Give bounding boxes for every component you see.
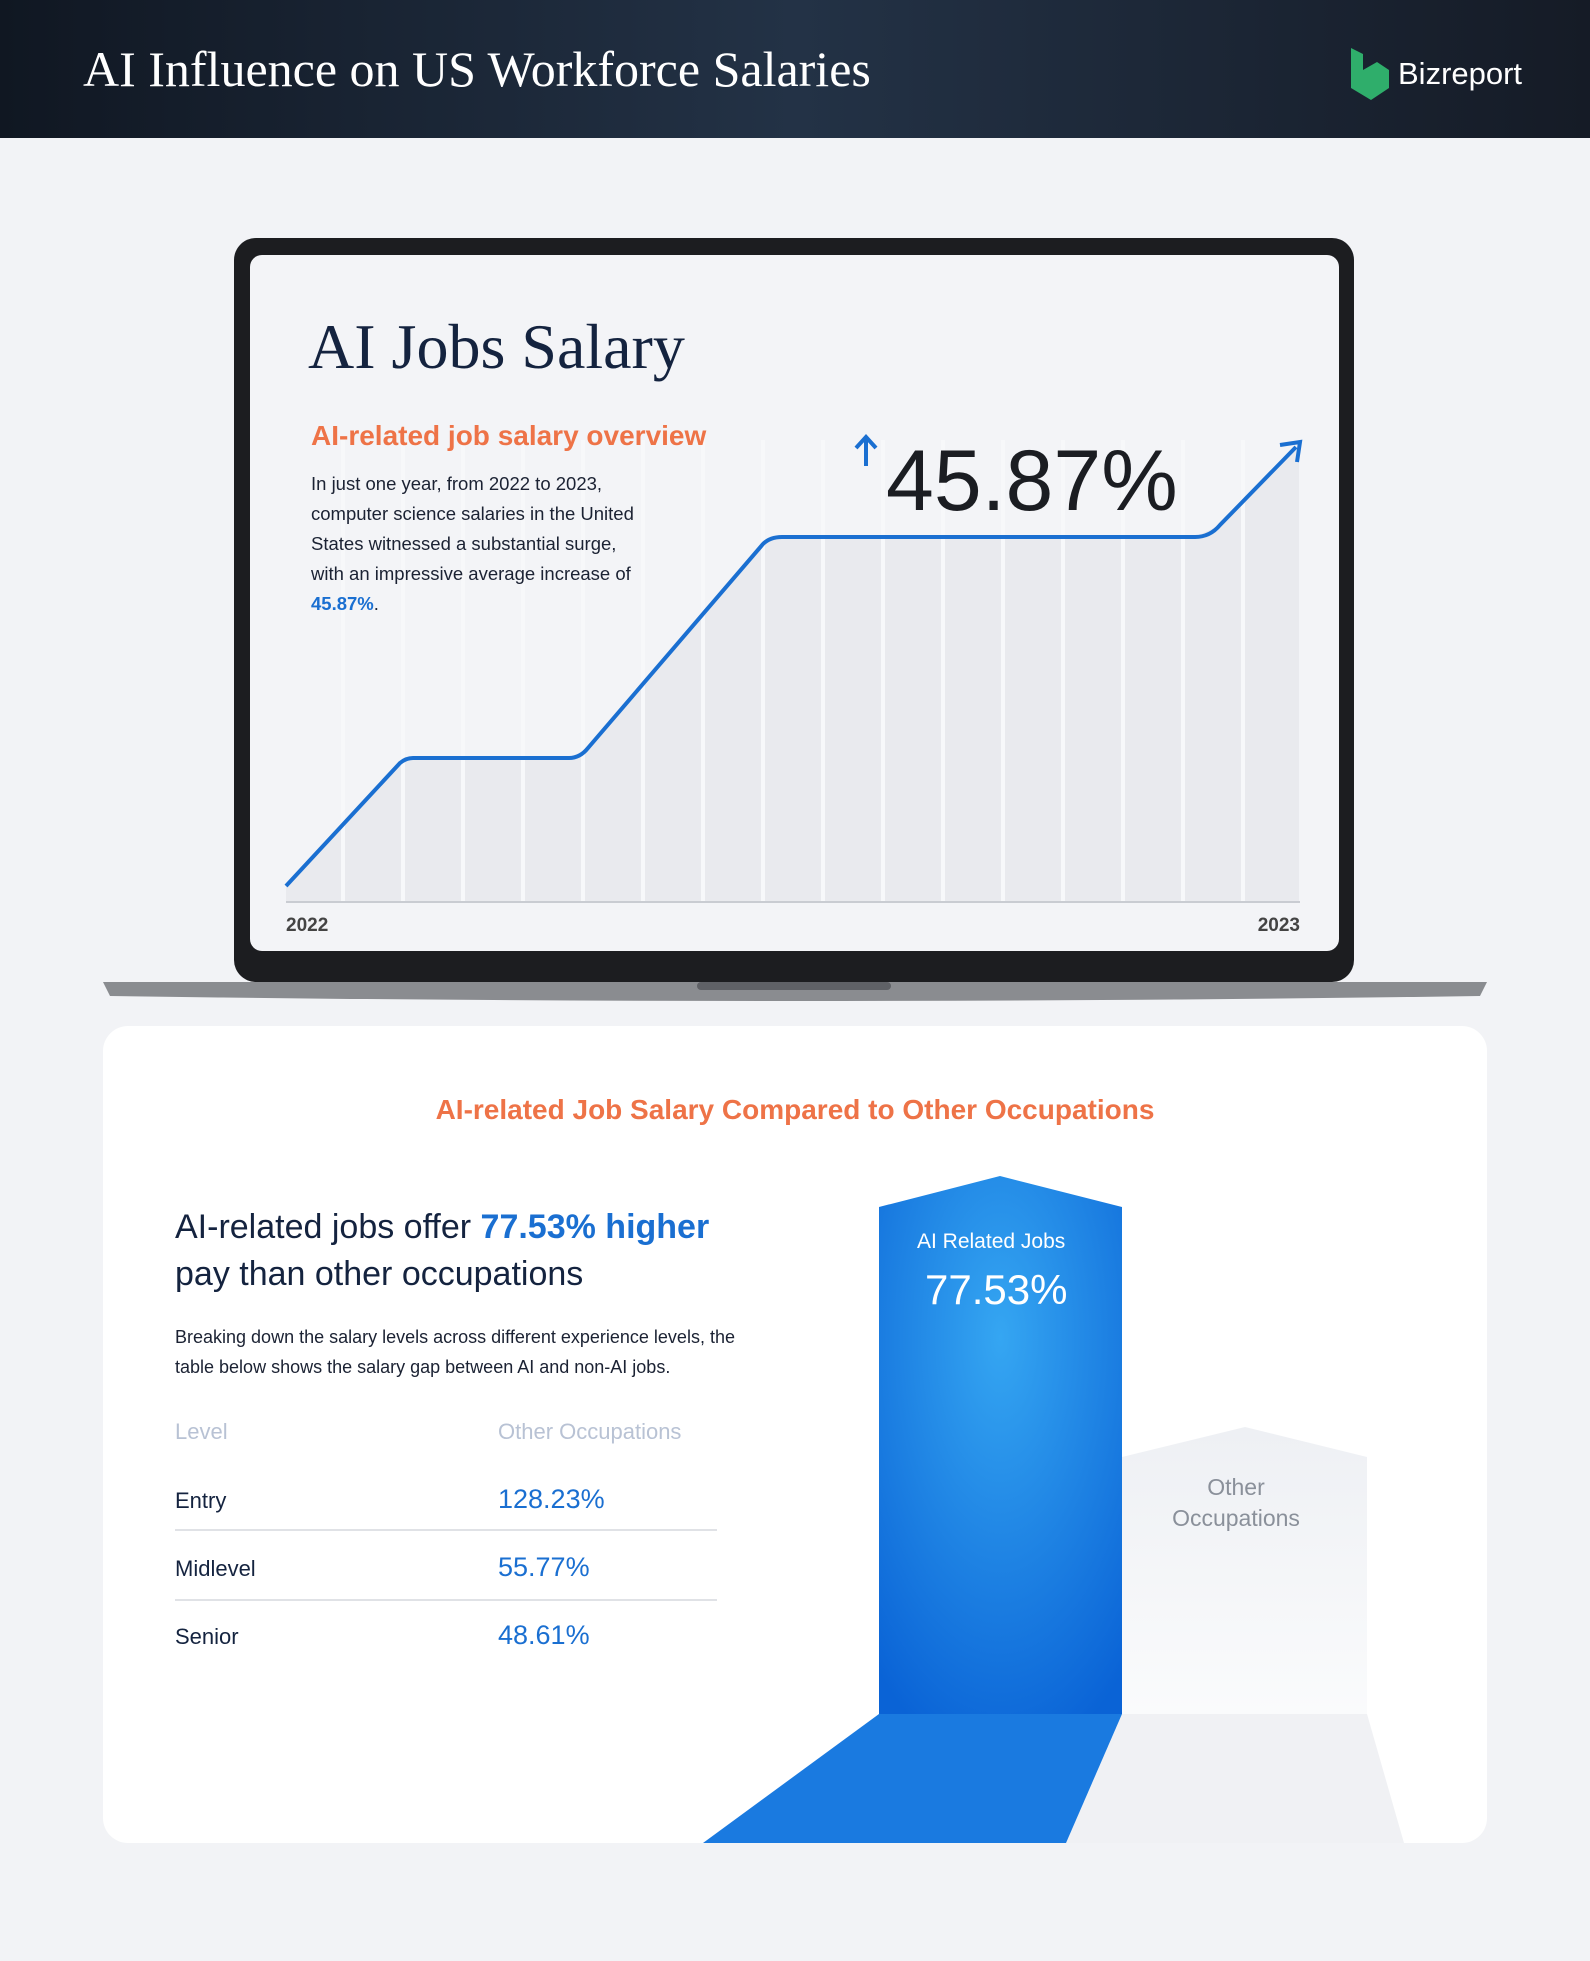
highlight: 45.87% <box>311 593 374 614</box>
table-header: Other Occupations <box>498 1419 682 1444</box>
ai-value: 77.53% <box>925 1266 1068 1313</box>
ai-floor <box>703 1714 1122 1843</box>
level: Midlevel <box>175 1556 256 1581</box>
highlight: 77.53% higher <box>480 1208 710 1246</box>
laptop-notch <box>697 982 891 990</box>
text: AI-related jobs offer <box>175 1208 481 1246</box>
chart-columns <box>341 440 1245 901</box>
laptop-title: AI Jobs Salary <box>308 311 685 382</box>
level-value: 128.23% <box>498 1484 605 1514</box>
chart-arrow <box>1279 439 1303 463</box>
header-bg <box>0 0 1590 138</box>
logo-icon <box>1351 48 1389 100</box>
laptop-base <box>103 982 1487 1001</box>
level: Senior <box>175 1624 239 1649</box>
chart-line <box>284 445 1298 888</box>
headline: AI-related jobs offer 77.53% higher pay … <box>175 1204 735 1298</box>
ai-label: AI Related Jobs <box>917 1230 1066 1253</box>
header-title: AI Influence on US Workforce Salaries <box>83 41 871 97</box>
laptop-subtitle: AI-related job salary overview <box>311 420 707 451</box>
stat-arrow <box>854 434 878 466</box>
ai-bar <box>879 1176 1122 1714</box>
other-label: Other Occupations <box>1172 1474 1300 1531</box>
level-value: 48.61% <box>498 1620 590 1650</box>
stat: 45.87% <box>886 433 1178 529</box>
brand: Bizreport <box>1398 56 1523 91</box>
text: . <box>373 593 379 614</box>
level: Entry <box>175 1488 227 1513</box>
other-floor <box>1066 1714 1404 1843</box>
laptop-body: In just one year, from 2022 to 2023, com… <box>311 469 651 619</box>
text: pay than other occupations <box>175 1255 584 1293</box>
text: In just one year, from 2022 to 2023, com… <box>311 473 634 584</box>
comparison-body: Breaking down the salary levels across d… <box>175 1327 735 1377</box>
x-label: 2022 <box>286 915 329 936</box>
other-bar <box>1122 1427 1367 1714</box>
comparison-title: AI-related Job Salary Compared to Other … <box>435 1094 1155 1125</box>
level-value: 55.77% <box>498 1552 590 1582</box>
x-label: 2023 <box>1257 915 1300 936</box>
table-header: Level <box>175 1419 228 1444</box>
chart-area <box>286 447 1299 901</box>
